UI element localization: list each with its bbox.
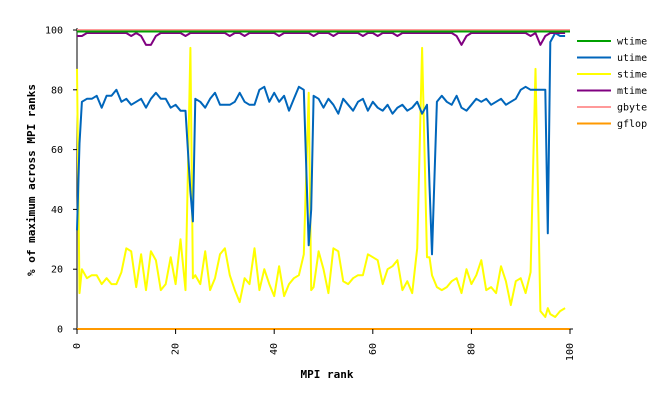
x-tick-label: 0	[72, 343, 83, 349]
y-tick-label: 20	[51, 265, 63, 276]
series-line-mtime	[77, 32, 566, 46]
x-axis: 0 20 40 60 80 100	[72, 329, 576, 361]
y-tick-label: 100	[45, 26, 63, 37]
y-tick-label: 60	[51, 145, 63, 156]
series-layer	[76, 29, 570, 330]
legend-label-gflop: gflop	[617, 119, 647, 130]
y-tick-label: 40	[51, 205, 63, 216]
legend-label-mtime: mtime	[617, 86, 647, 97]
series-line-utime	[76, 32, 566, 256]
y-tick-label: 0	[57, 325, 63, 336]
legend-label-utime: utime	[617, 53, 647, 64]
legend-label-gbyte: gbyte	[617, 103, 647, 114]
x-tick-label: 80	[466, 343, 477, 355]
x-tick-label: 20	[171, 343, 182, 355]
y-tick-label: 80	[51, 85, 63, 96]
x-axis-title: MPI rank	[301, 368, 354, 381]
legend-label-stime: stime	[617, 70, 647, 81]
y-axis: 0 20 40 60 80 100	[45, 26, 77, 336]
x-tick-label: 100	[565, 343, 576, 361]
series-line-stime	[76, 46, 566, 318]
x-tick-label: 60	[368, 343, 379, 355]
x-tick-label: 40	[269, 343, 280, 355]
legend-label-wtime: wtime	[617, 37, 647, 48]
legend: wtime utime stime mtime gbyte gflop	[577, 37, 647, 130]
y-axis-title: % of maximum across MPI ranks	[25, 84, 38, 276]
